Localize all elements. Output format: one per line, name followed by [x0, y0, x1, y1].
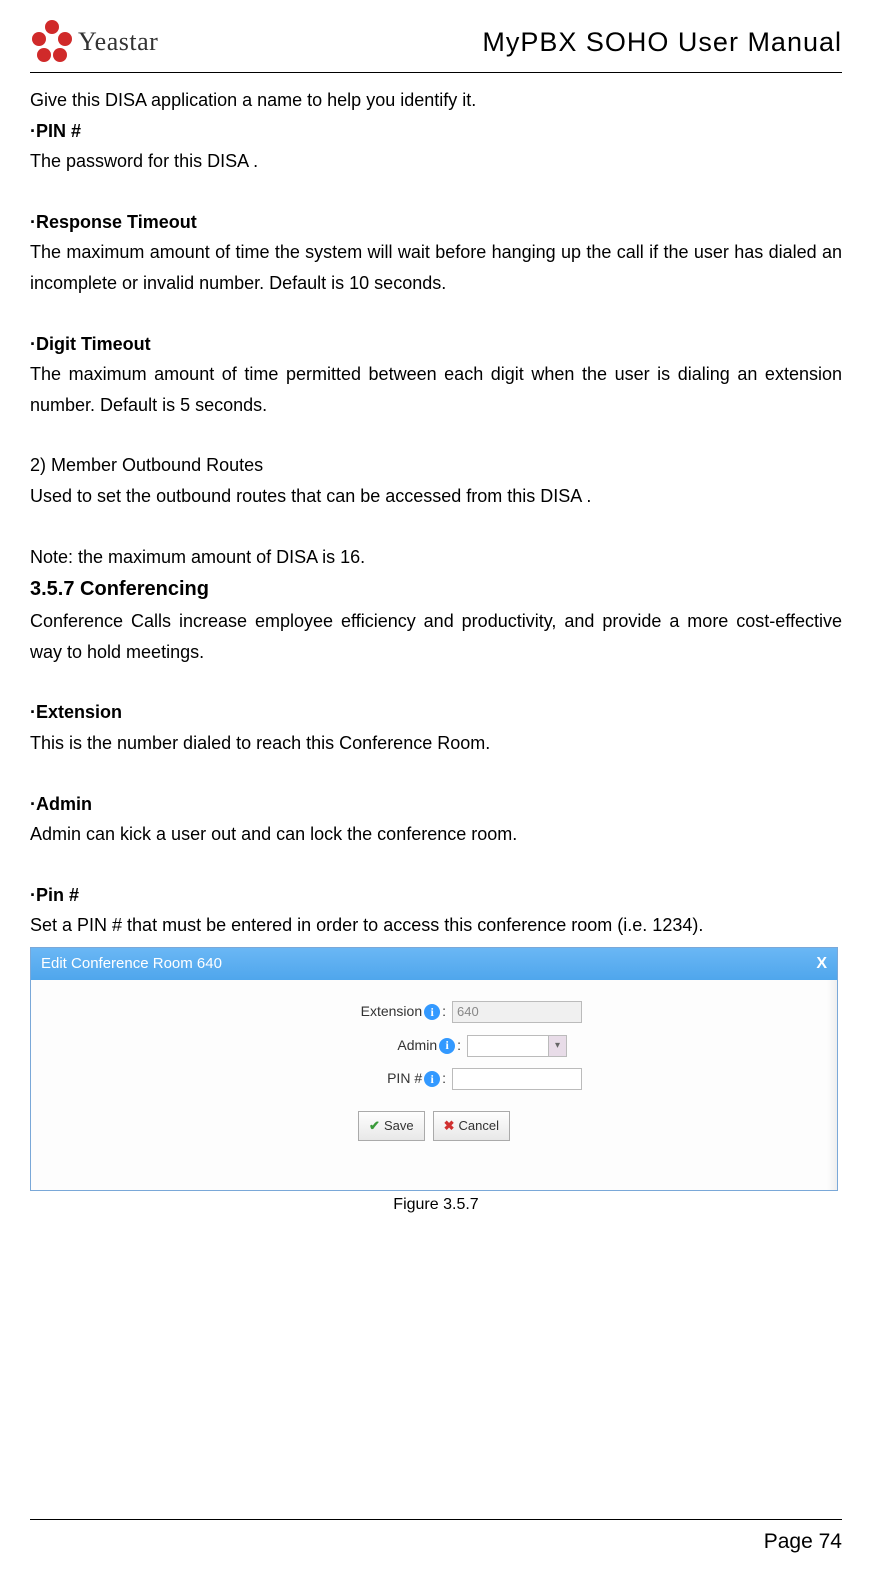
logo-text: Yeastar — [78, 27, 158, 57]
pin-desc: The password for this DISA . — [30, 146, 842, 177]
extension-label: Extension i : — [286, 1000, 446, 1024]
admin-label-text: Admin — [397, 1034, 437, 1058]
response-timeout-desc: The maximum amount of time the system wi… — [30, 237, 842, 298]
page-footer: Page 74 — [30, 1519, 842, 1554]
outbound-desc: Used to set the outbound routes that can… — [30, 481, 842, 512]
figure-caption: Figure 3.5.7 — [30, 1191, 842, 1218]
admin-desc: Admin can kick a user out and can lock t… — [30, 819, 842, 850]
chevron-down-icon: ▾ — [548, 1036, 566, 1056]
dialog-body: Extension i : Admin i : ▾ PIN # — [31, 980, 837, 1141]
digit-timeout-desc: The maximum amount of time permitted bet… — [30, 359, 842, 420]
disa-note: Note: the maximum amount of DISA is 16. — [30, 542, 842, 573]
logo-flower-icon — [30, 20, 74, 64]
extension-input[interactable] — [452, 1001, 582, 1023]
form-row-pin: PIN # i : — [286, 1067, 582, 1091]
logo: Yeastar — [30, 20, 158, 64]
close-icon[interactable]: X — [816, 950, 827, 977]
section-heading: 3.5.7 Conferencing — [30, 572, 842, 606]
info-icon[interactable]: i — [424, 1071, 440, 1087]
pin-heading: ·PIN # — [30, 116, 842, 147]
x-icon: ✖ — [444, 1115, 455, 1137]
pin2-heading: ·Pin # — [30, 880, 842, 911]
extension-desc: This is the number dialed to reach this … — [30, 728, 842, 759]
extension-label-text: Extension — [361, 1000, 422, 1024]
pin2-desc: Set a PIN # that must be entered in orde… — [30, 910, 842, 941]
info-icon[interactable]: i — [439, 1038, 455, 1054]
pin-label: PIN # i : — [286, 1067, 446, 1091]
dialog-titlebar: Edit Conference Room 640 X — [31, 948, 837, 980]
check-icon: ✔ — [369, 1115, 380, 1137]
response-timeout-heading: ·Response Timeout — [30, 207, 842, 238]
save-button-label: Save — [384, 1115, 414, 1137]
form-row-admin: Admin i : ▾ — [301, 1034, 567, 1058]
form-row-extension: Extension i : — [286, 1000, 582, 1024]
dialog-button-row: ✔ Save ✖ Cancel — [358, 1111, 510, 1141]
digit-timeout-heading: ·Digit Timeout — [30, 329, 842, 360]
admin-heading: ·Admin — [30, 789, 842, 820]
dialog-title: Edit Conference Room 640 — [41, 951, 222, 977]
document-title: MyPBX SOHO User Manual — [482, 27, 842, 58]
pin-input[interactable] — [452, 1068, 582, 1090]
pin-label-text: PIN # — [387, 1067, 422, 1091]
edit-conference-dialog: Edit Conference Room 640 X Extension i :… — [30, 947, 838, 1191]
admin-label: Admin i : — [301, 1034, 461, 1058]
page-content: Give this DISA application a name to hel… — [30, 85, 842, 1218]
disa-name-desc: Give this DISA application a name to hel… — [30, 85, 842, 116]
cancel-button[interactable]: ✖ Cancel — [433, 1111, 510, 1141]
info-icon[interactable]: i — [424, 1004, 440, 1020]
page-number: Page 74 — [764, 1530, 842, 1553]
outbound-heading: 2) Member Outbound Routes — [30, 450, 842, 481]
save-button[interactable]: ✔ Save — [358, 1111, 425, 1141]
conf-intro: Conference Calls increase employee effic… — [30, 606, 842, 667]
page-header: Yeastar MyPBX SOHO User Manual — [30, 20, 842, 73]
cancel-button-label: Cancel — [458, 1115, 498, 1137]
extension-heading: ·Extension — [30, 697, 842, 728]
admin-select[interactable]: ▾ — [467, 1035, 567, 1057]
